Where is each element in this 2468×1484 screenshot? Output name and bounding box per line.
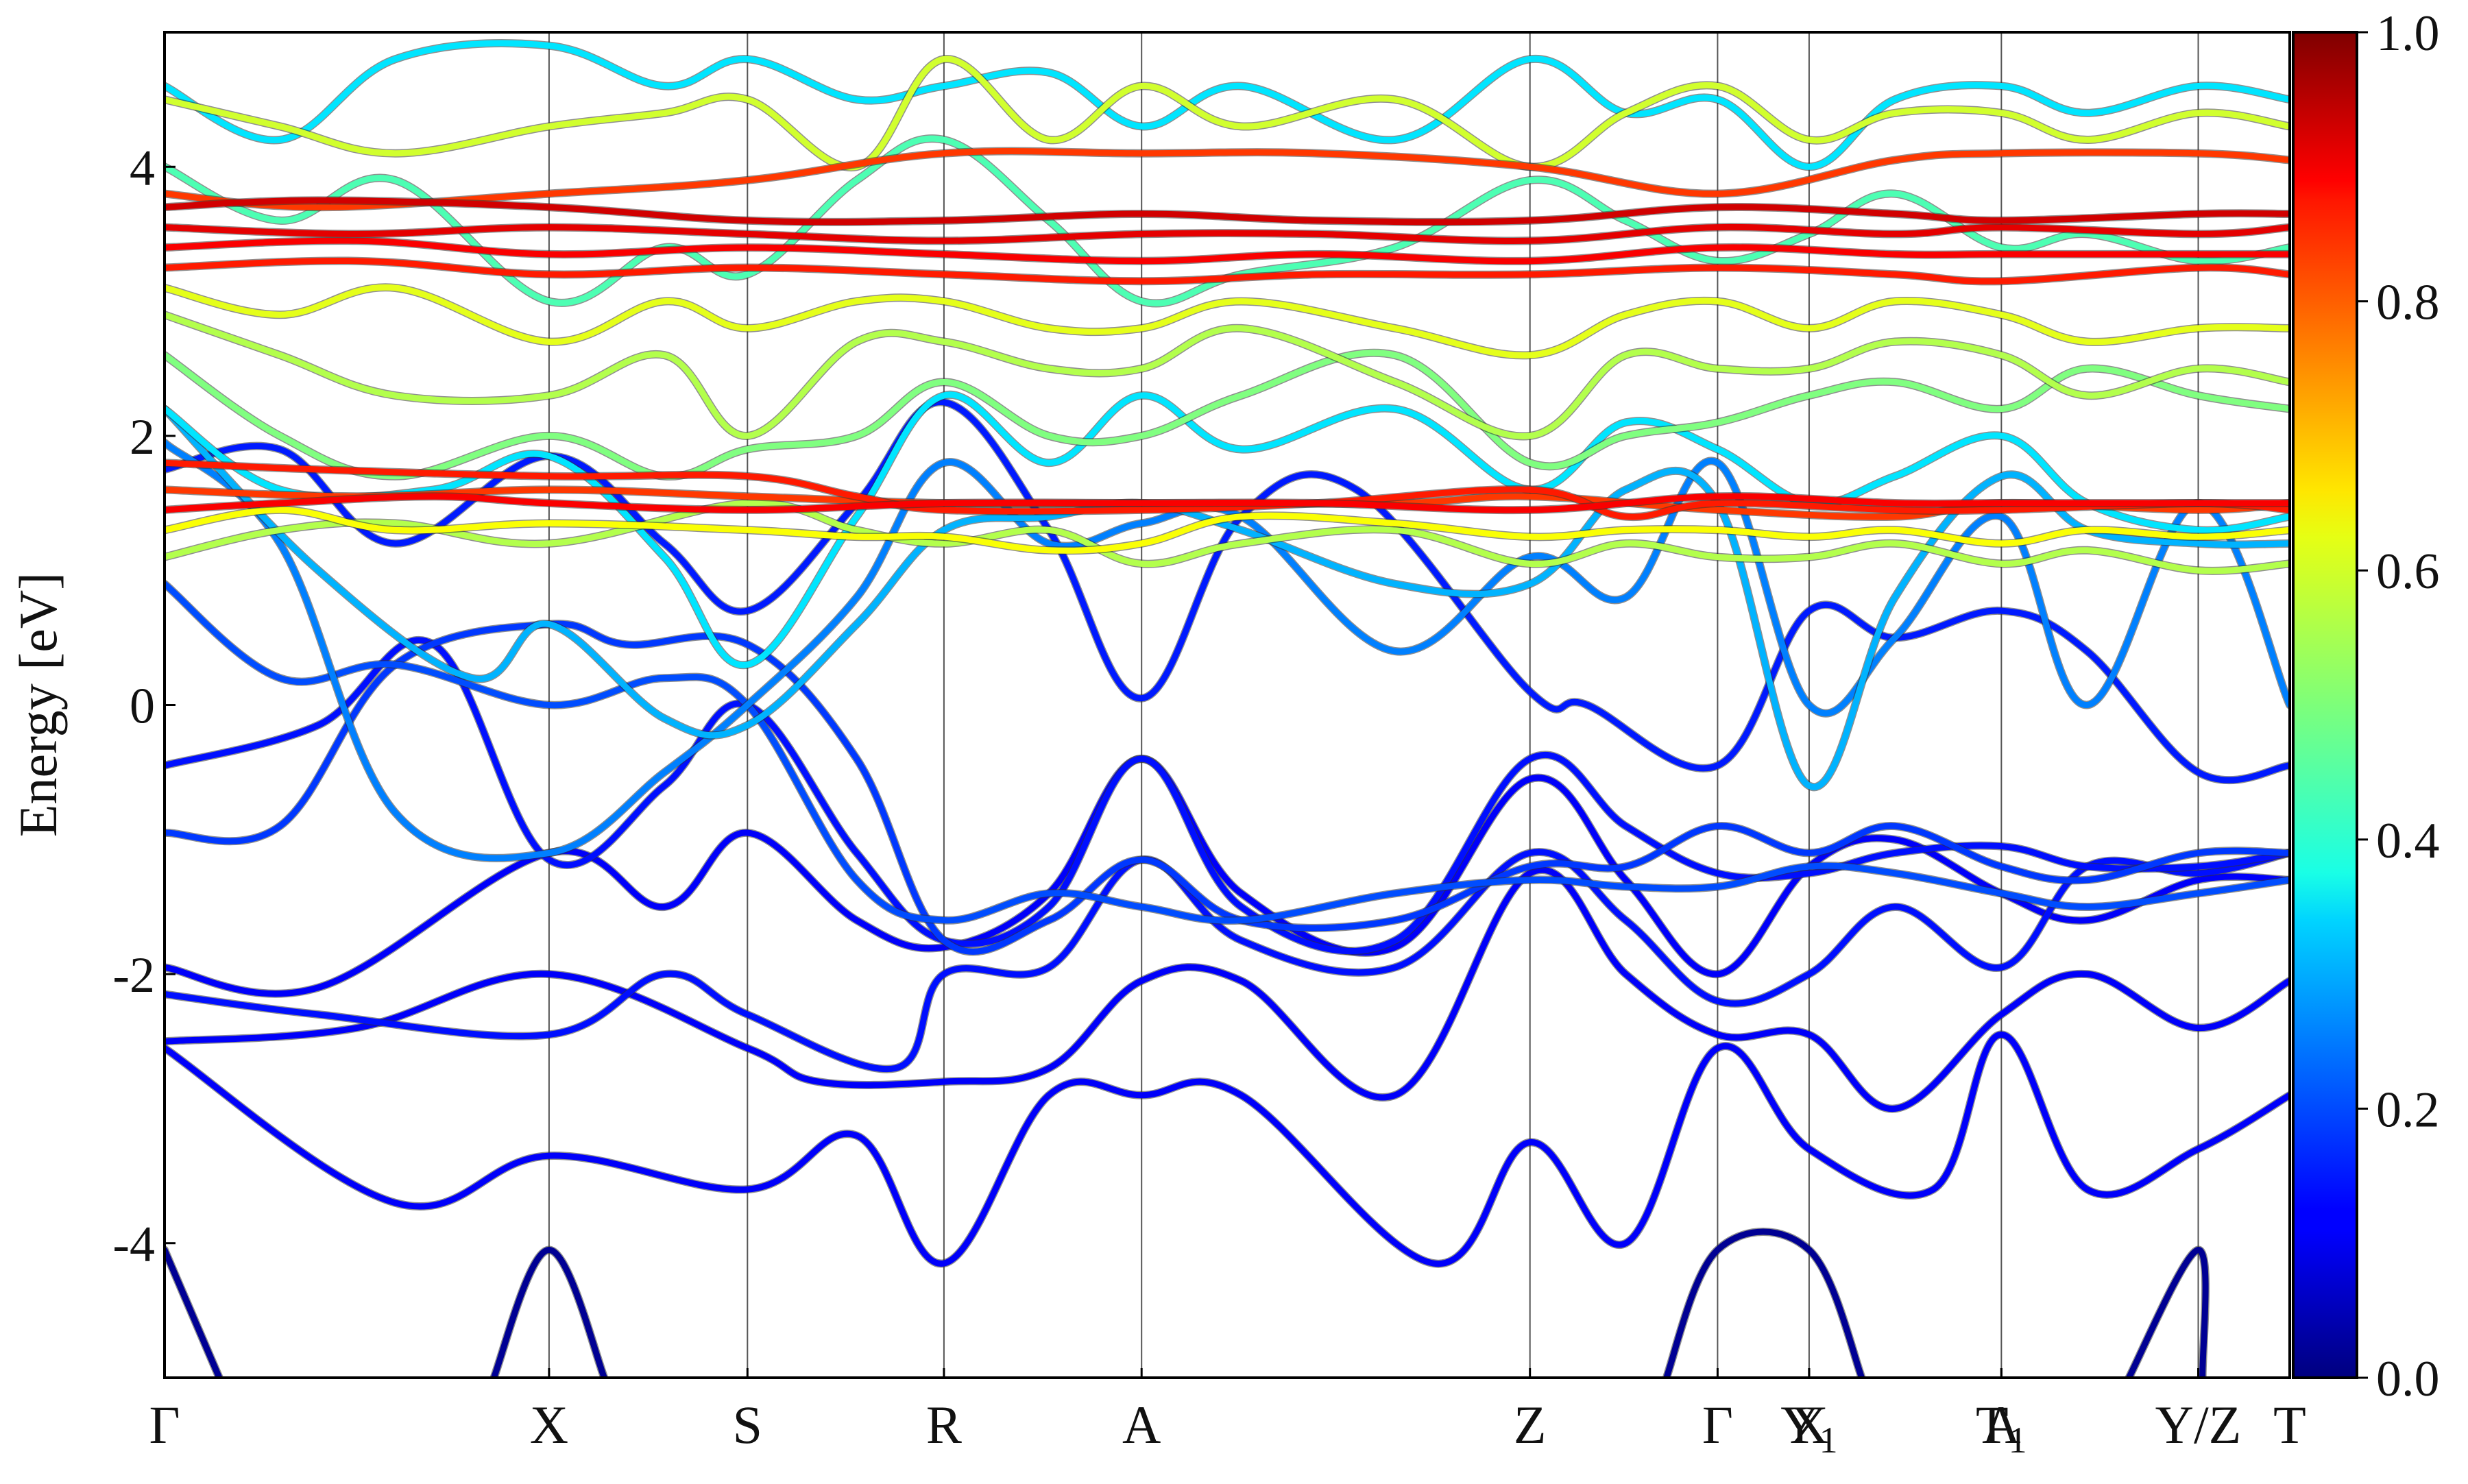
band-lines <box>165 39 2290 1378</box>
band-line <box>165 399 2290 783</box>
kpoint-label: A <box>1122 1395 1161 1455</box>
band-line <box>165 311 2290 439</box>
band-line <box>1663 1228 1865 1378</box>
band-line <box>165 581 2290 924</box>
kpoint-label: Z <box>1514 1395 1547 1455</box>
band-line <box>165 56 2290 171</box>
band-line <box>165 197 2290 226</box>
kpoint-label: X <box>530 1395 568 1455</box>
y-tick-label: -2 <box>112 947 155 1003</box>
colorbar-tick-label: 0.2 <box>2376 1082 2440 1138</box>
colorbar-tick-label: 0.8 <box>2376 275 2440 331</box>
y-tick-label: -4 <box>112 1217 155 1273</box>
colorbar-tick-label: 0.4 <box>2376 813 2440 869</box>
band-line-outline <box>165 311 2290 441</box>
x-axis: Γ X S R A Z Γ XY1 AT1 Y/Z T <box>149 1368 2306 1461</box>
band-line-outline <box>165 39 2290 171</box>
colorbar-tick-label: 0.0 <box>2376 1351 2440 1407</box>
plot-frame <box>163 31 2291 1379</box>
band-line <box>165 493 2290 513</box>
band-line <box>165 866 2290 1112</box>
kpoint-label: R <box>926 1395 962 1455</box>
kpoint-label: Y1 <box>1780 1395 1837 1461</box>
band-line-outline <box>1662 1228 1866 1378</box>
band-line-outline <box>165 866 2290 1113</box>
colorbar-tick-label: 1.0 <box>2376 5 2440 62</box>
colorbar-ticks: 0.0 0.2 0.4 0.6 0.8 1.0 <box>2357 5 2440 1407</box>
band-line <box>490 1247 608 1378</box>
band-line <box>165 350 2290 480</box>
band-line-outline <box>165 620 2290 956</box>
kpoint-label: S <box>733 1395 762 1455</box>
colorbar-gradient <box>2292 31 2358 1379</box>
band-line <box>165 1247 223 1378</box>
band-line-outline <box>165 348 2290 481</box>
band-line <box>165 1031 2290 1267</box>
band-line <box>165 237 2290 265</box>
kpoint-label: Γ <box>149 1395 180 1455</box>
band-line <box>165 148 2290 210</box>
y-axis: -4 -2 0 2 4 <box>112 140 176 1273</box>
kpoint-label: Γ <box>1702 1395 1733 1455</box>
band-line <box>165 507 2290 554</box>
band-line <box>165 40 2290 170</box>
colorbar: 0.0 0.2 0.4 0.6 0.8 1.0 <box>2292 5 2440 1407</box>
kpoint-label: A <box>1982 1395 2020 1455</box>
band-line <box>165 849 2290 1073</box>
band-line <box>165 620 2290 955</box>
kpoint-label: Y/Z <box>2155 1395 2242 1455</box>
y-tick-label: 4 <box>130 140 155 196</box>
colorbar-tick-label: 0.6 <box>2376 544 2440 600</box>
band-line <box>165 500 2290 574</box>
band-line <box>165 135 2290 307</box>
y-axis-label: Energy [eV] <box>8 572 68 837</box>
band-line <box>165 257 2290 284</box>
band-line <box>165 284 2290 358</box>
band-line <box>165 439 2290 862</box>
y-tick-label: 2 <box>130 409 155 465</box>
band-line <box>165 223 2290 244</box>
kpoint-label-subscript: 1 <box>1819 1420 1838 1461</box>
kpoint-label: T <box>2273 1395 2306 1455</box>
band-line <box>2125 1247 2209 1378</box>
band-line-outline <box>165 1030 2290 1268</box>
kpoint-label: X <box>1790 1395 1828 1455</box>
kpoint-label-subscript: 1 <box>2009 1420 2027 1461</box>
y-tick-label: 0 <box>130 679 155 735</box>
